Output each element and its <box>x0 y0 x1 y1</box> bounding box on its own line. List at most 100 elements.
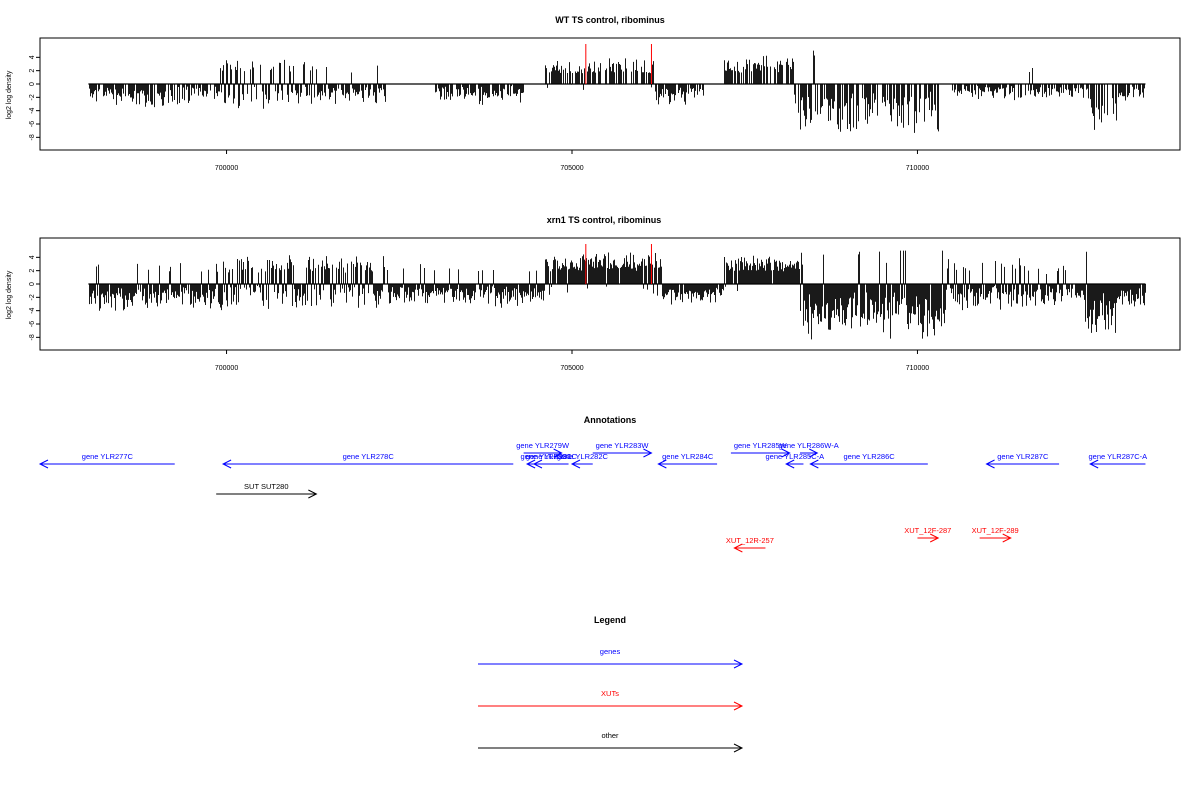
annotation-feature: gene YLR278C <box>221 452 514 469</box>
wt-track-panel: WT TS control, ribominus log2 log densit… <box>6 15 1181 172</box>
annotation-feature: gene YLR279W <box>516 441 570 458</box>
density-bars <box>89 250 1146 340</box>
feature-arrow-head <box>985 459 995 469</box>
annotation-feature: XUT_12R-257 <box>726 536 774 553</box>
legend-panel: Legend genes XUTs other <box>478 615 744 753</box>
wt-track-ylabel: log2 log density <box>6 70 13 119</box>
x-tick-label: 705000 <box>560 165 583 172</box>
feature-label: gene YLR286C <box>844 452 896 461</box>
annotation-feature: gene YLR283W <box>592 441 653 458</box>
feature-arrow-head <box>809 448 819 458</box>
y-tick-label: -8 <box>29 134 36 140</box>
feature-arrow-head <box>553 448 563 458</box>
feature-label: gene YLR281C <box>526 452 578 461</box>
legend-item: genes <box>478 647 744 669</box>
feature-label: gene YLR280C <box>521 452 573 461</box>
xrn1-track-frame <box>39 237 1181 351</box>
y-tick-label: 0 <box>29 82 36 86</box>
y-tick-label: -8 <box>29 334 36 340</box>
feature-label: gene YLR287C-A <box>1088 452 1147 461</box>
annotation-feature: gene YLR284C <box>657 452 718 469</box>
feature-arrow-head <box>1089 459 1099 469</box>
feature-arrow-head <box>785 459 795 469</box>
legend-area: genes XUTs other <box>478 647 744 753</box>
xrn1-track-panel: xrn1 TS control, ribominus log2 log dens… <box>6 215 1181 372</box>
feature-label: XUT_12F-289 <box>972 526 1019 535</box>
x-tick-label: 700000 <box>215 365 238 372</box>
feature-label: gene YLR277C <box>82 452 134 461</box>
annotation-feature: gene YLR287C-A <box>1088 452 1147 469</box>
feature-arrow-head <box>570 459 581 469</box>
legend-arrow-head <box>733 659 744 669</box>
xrn1-track-plot-area: 4 2 0 -2 -4 -6 -8 700000 705000 710000 <box>29 244 1146 372</box>
x-tick-label: 700000 <box>215 165 238 172</box>
wt-track-frame <box>39 37 1181 151</box>
wt-track-plot-area: 4 2 0 -2 -4 -6 -8 700000 705000 710000 <box>29 44 1146 172</box>
legend-label: XUTs <box>601 689 619 698</box>
feature-arrow-head <box>733 543 743 553</box>
annotation-feature: gene YLR285C-A <box>765 452 824 469</box>
annotation-feature: gene YLR285W <box>730 441 791 458</box>
feature-label: XUT_12F-287 <box>904 526 951 535</box>
y-tick-label: 2 <box>29 69 36 73</box>
annotation-feature: gene YLR282C <box>557 452 609 469</box>
y-tick-label: -6 <box>29 321 36 327</box>
annotation-feature: gene YLR277C <box>38 452 175 469</box>
annotation-feature: SUT SUT280 <box>216 482 318 499</box>
x-tick-label: 710000 <box>906 365 929 372</box>
legend-arrow-head <box>733 743 744 753</box>
feature-arrow-head <box>781 448 791 458</box>
feature-label: SUT SUT280 <box>244 482 288 491</box>
feature-label: gene YLR278C <box>343 452 395 461</box>
feature-arrow-head <box>308 489 318 499</box>
feature-arrow-head <box>1002 533 1012 543</box>
annotation-feature: gene YLR286C <box>809 452 928 469</box>
feature-label: gene YLR279W <box>516 441 570 450</box>
legend-item: XUTs <box>478 689 744 711</box>
feature-arrow-head <box>929 533 940 543</box>
feature-arrow-head <box>809 459 819 469</box>
legend-label: other <box>601 731 619 740</box>
annotation-feature: XUT_12F-289 <box>972 526 1019 543</box>
annotation-feature: gene YLR286W-A <box>779 441 839 458</box>
y-tick-label: 4 <box>29 255 36 259</box>
legend-arrow-head <box>733 701 744 711</box>
feature-label: gene YLR287C <box>997 452 1049 461</box>
legend-label: genes <box>600 647 621 656</box>
feature-label: gene YLR285C-A <box>765 452 824 461</box>
feature-arrow-head <box>532 459 543 469</box>
feature-label: XUT_12R-257 <box>726 536 774 545</box>
x-tick-label: 710000 <box>906 165 929 172</box>
feature-label: gene YLR286W-A <box>779 441 839 450</box>
feature-label: gene YLR284C <box>662 452 714 461</box>
feature-label: gene YLR285W <box>734 441 788 450</box>
feature-arrow-head <box>525 459 536 469</box>
annotation-feature: gene YLR287C <box>985 452 1060 469</box>
legend-title: Legend <box>594 615 626 625</box>
y-tick-label: 0 <box>29 282 36 286</box>
feature-arrow-head <box>221 459 232 469</box>
y-tick-label: 4 <box>29 55 36 59</box>
feature-arrow-head <box>38 459 49 469</box>
y-tick-label: -2 <box>29 294 36 300</box>
feature-label: gene YLR283W <box>596 441 650 450</box>
feature-arrow-head <box>657 459 667 469</box>
annotations-area: gene YLR277C gene YLR278C gene YLR279W gene… <box>38 441 1147 553</box>
y-tick-label: -6 <box>29 121 36 127</box>
y-tick-label: -4 <box>29 307 36 313</box>
legend-item: other <box>478 731 744 753</box>
xrn1-track-ylabel: log2 log density <box>6 270 13 319</box>
y-tick-label: 2 <box>29 269 36 273</box>
y-tick-label: -2 <box>29 94 36 100</box>
feature-label: gene YLR282C <box>557 452 609 461</box>
y-tick-label: -4 <box>29 107 36 113</box>
feature-arrow-head <box>643 448 653 458</box>
annotations-panel: Annotations gene YLR277C gene YLR278Cgene… <box>38 415 1147 553</box>
xrn1-track-title: xrn1 TS control, ribominus <box>547 215 662 225</box>
annotation-feature: gene YLR281C <box>526 452 578 469</box>
annotation-feature: XUT_12F-287 <box>904 526 951 543</box>
wt-track-title: WT TS control, ribominus <box>555 15 665 25</box>
x-tick-label: 705000 <box>560 365 583 372</box>
density-bars <box>89 50 1145 133</box>
